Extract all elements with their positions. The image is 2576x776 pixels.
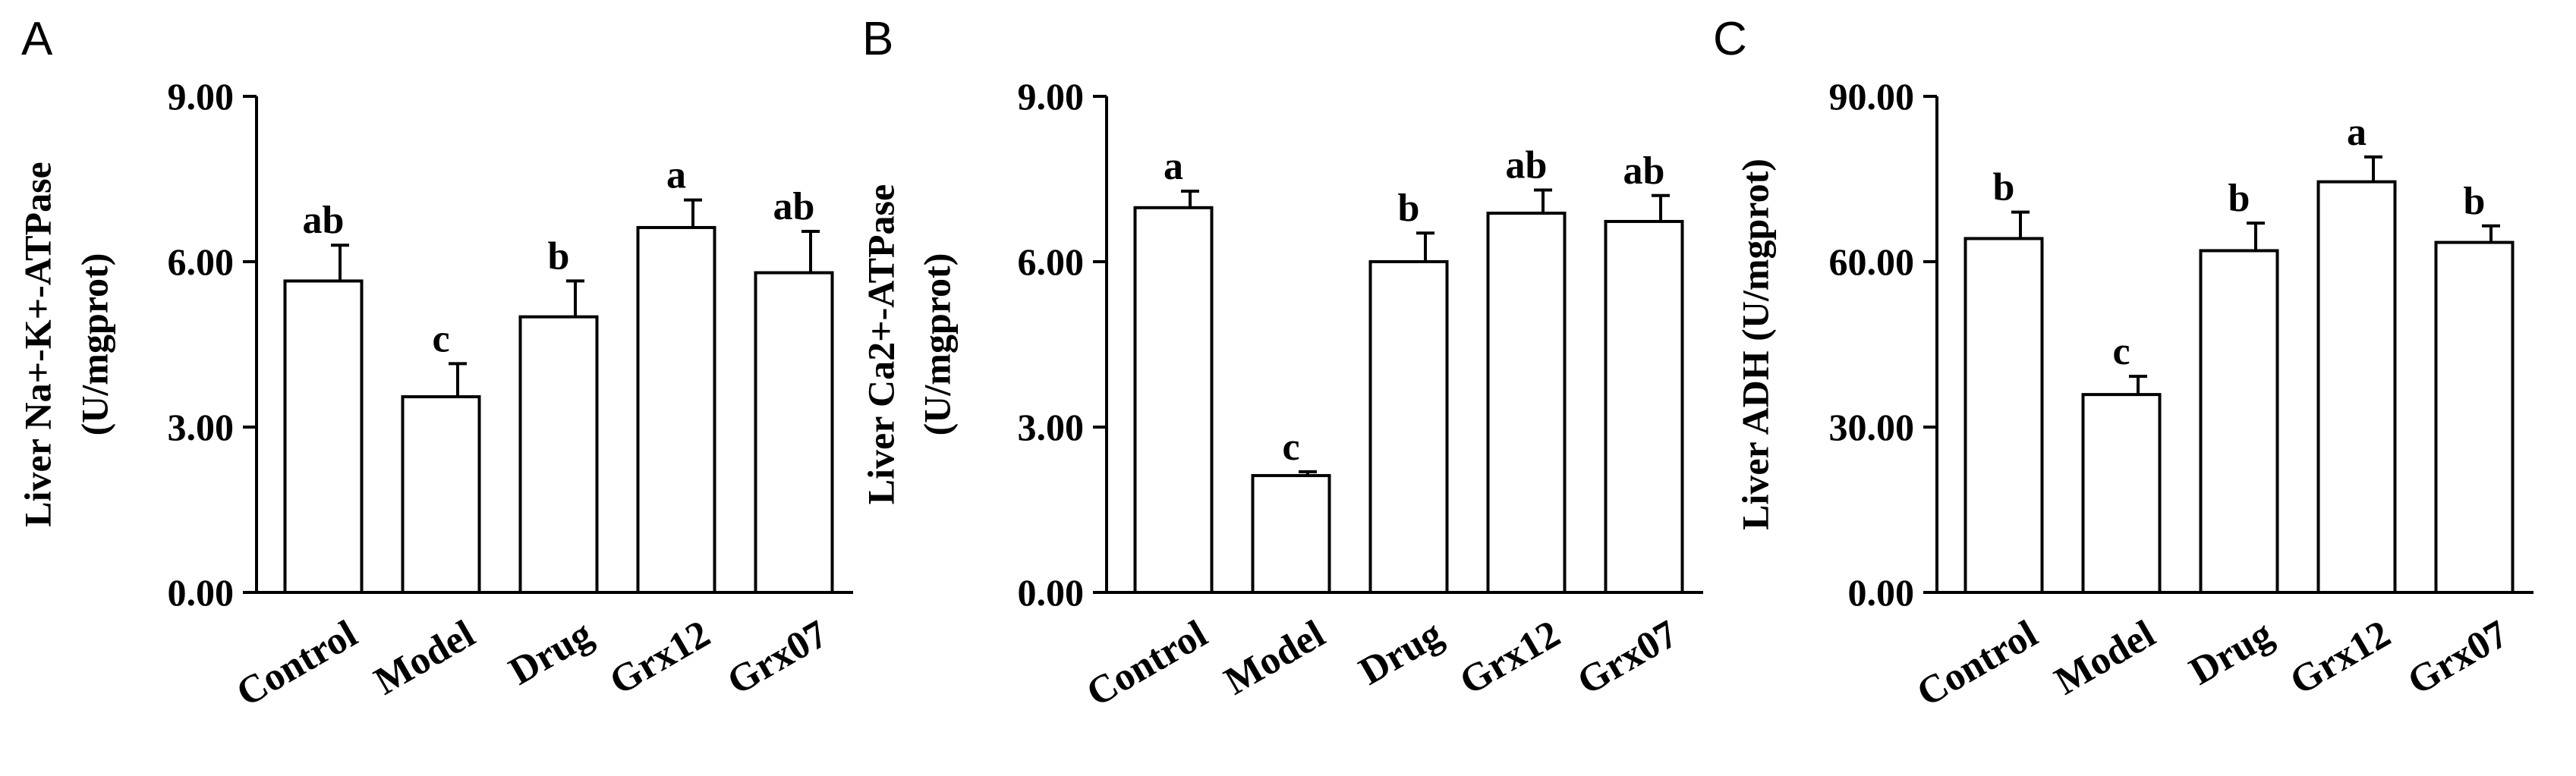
- y-tick-label: 60.00: [1829, 240, 1915, 283]
- significance-label: b: [1398, 187, 1420, 230]
- y-tick-label: 0.00: [1018, 571, 1085, 614]
- y-tick-label: 6.00: [168, 240, 235, 283]
- bar: [2434, 240, 2515, 594]
- y-axis-title: Liver Ca2+-ATPase: [859, 184, 902, 504]
- significance-label: b: [2464, 180, 2486, 223]
- bar: [636, 225, 716, 594]
- y-tick-label: 9.00: [168, 75, 235, 118]
- significance-label: c: [2112, 330, 2130, 373]
- bar: [1486, 212, 1567, 594]
- significance-label: ab: [303, 199, 345, 242]
- y-tick-label: 3.00: [1018, 406, 1085, 448]
- significance-label: b: [2228, 177, 2250, 220]
- significance-label: ab: [773, 185, 815, 228]
- bar: [518, 315, 599, 594]
- y-tick-label: 0.00: [1848, 571, 1915, 614]
- bar: [1963, 237, 2044, 594]
- panel-label: A: [21, 13, 53, 65]
- y-tick-label: 6.00: [1018, 240, 1085, 283]
- significance-label: c: [432, 317, 449, 360]
- bar: [2316, 180, 2397, 594]
- y-axis-title: Liver Na+-K+-ATPase: [16, 162, 58, 526]
- significance-label: ab: [1506, 144, 1548, 187]
- bar: [401, 395, 481, 594]
- y-axis-title-unit: (U/mgprot): [915, 253, 958, 436]
- significance-label: b: [1993, 166, 2015, 209]
- significance-label: a: [1164, 145, 1183, 188]
- bar: [2081, 393, 2162, 594]
- y-axis-title-unit: (U/mgprot): [73, 253, 115, 436]
- bar: [754, 271, 834, 594]
- bar: [1368, 260, 1449, 594]
- y-tick-label: 30.00: [1829, 406, 1915, 448]
- y-tick-label: 3.00: [168, 406, 235, 448]
- significance-label: a: [666, 154, 686, 197]
- bar: [2199, 249, 2279, 594]
- significance-label: b: [548, 234, 570, 278]
- y-tick-label: 90.00: [1829, 75, 1915, 118]
- significance-label: a: [2347, 111, 2367, 154]
- y-tick-label: 0.00: [168, 571, 235, 614]
- panel-label: C: [1713, 13, 1747, 65]
- significance-label: c: [1282, 426, 1299, 469]
- significance-label: ab: [1623, 149, 1665, 193]
- bar: [1251, 473, 1331, 594]
- bar: [1604, 219, 1684, 594]
- bar: [1133, 206, 1214, 594]
- y-tick-label: 9.00: [1018, 75, 1085, 118]
- y-axis-title: Liver ADH (U/mgprot): [1734, 159, 1776, 530]
- bar: [283, 279, 364, 594]
- panel-label: B: [862, 13, 893, 65]
